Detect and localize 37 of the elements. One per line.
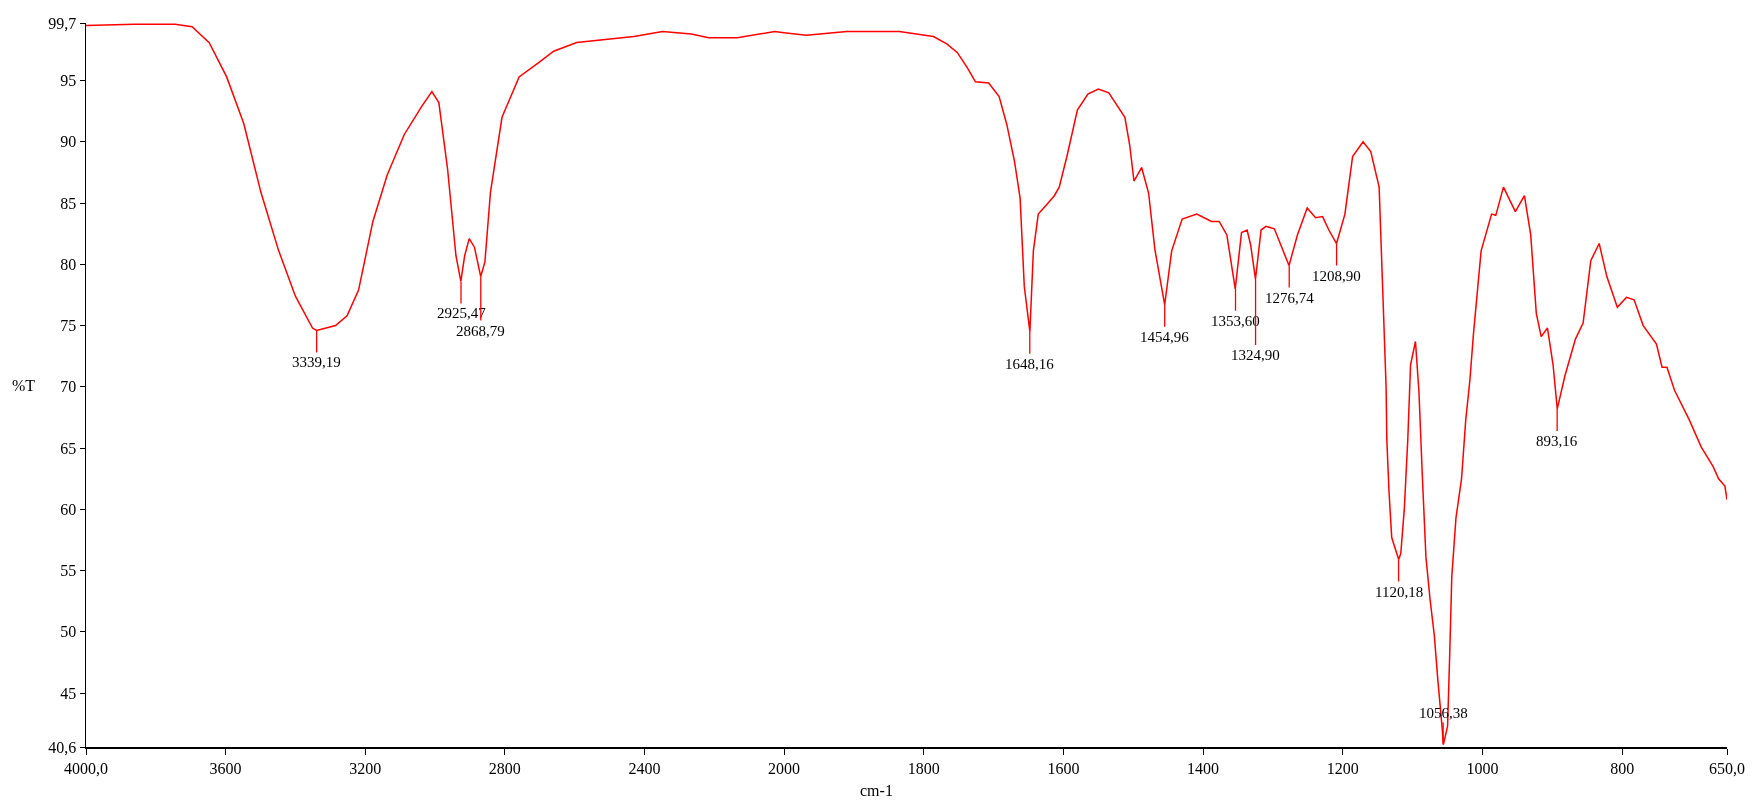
y-axis-title: %T [12, 377, 36, 394]
y-tick-label: 95 [60, 72, 77, 90]
x-tick-label: 650,0 [1709, 759, 1746, 777]
y-tick-label: 75 [60, 317, 77, 335]
x-tick-label: 2000 [768, 759, 800, 777]
x-tick-label: 1600 [1047, 759, 1080, 777]
annotation: 893,16 [1536, 433, 1579, 449]
y-tick-label: 90 [60, 133, 77, 151]
x-tick-label: 2800 [488, 759, 521, 777]
annotation: 1454,96 [1140, 329, 1190, 345]
x-tick-label: 1000 [1466, 759, 1499, 777]
y-tick-label: 65 [60, 439, 77, 457]
annotation: 1324,90 [1231, 347, 1281, 363]
y-tick-label: 40,6 [48, 738, 77, 756]
x-tick-label: 4000,0 [64, 759, 108, 777]
y-tick-label: 70 [60, 378, 77, 396]
x-tick-label: 1400 [1187, 759, 1220, 777]
y-tick-label: 99,7 [48, 14, 77, 32]
annotation: 1648,16 [1005, 356, 1055, 372]
annotation: 3339,19 [292, 354, 341, 370]
y-tick-label: 85 [60, 194, 77, 212]
annotation: 1120,18 [1375, 584, 1424, 600]
y-tick-label: 60 [60, 500, 77, 518]
x-axis-title: cm-1 [860, 782, 894, 799]
x-tick-label: 800 [1610, 759, 1635, 777]
y-tick-label: 50 [60, 623, 77, 641]
x-tick-label: 2400 [628, 759, 661, 777]
y-tick-label: 80 [60, 255, 77, 273]
annotation: 1208,90 [1312, 268, 1362, 284]
annotation: 1276,74 [1265, 290, 1315, 306]
x-tick-label: 3200 [349, 759, 382, 777]
y-tick-label: 45 [60, 684, 77, 702]
annotation: 2868,79 [456, 323, 505, 339]
x-tick-label: 1200 [1327, 759, 1360, 777]
x-tick-label: 3600 [209, 759, 242, 777]
y-tick-label: 55 [60, 562, 77, 580]
x-tick-label: 1800 [908, 759, 940, 777]
